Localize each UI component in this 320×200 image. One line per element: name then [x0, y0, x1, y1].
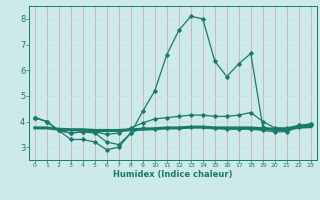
X-axis label: Humidex (Indice chaleur): Humidex (Indice chaleur): [113, 170, 233, 179]
